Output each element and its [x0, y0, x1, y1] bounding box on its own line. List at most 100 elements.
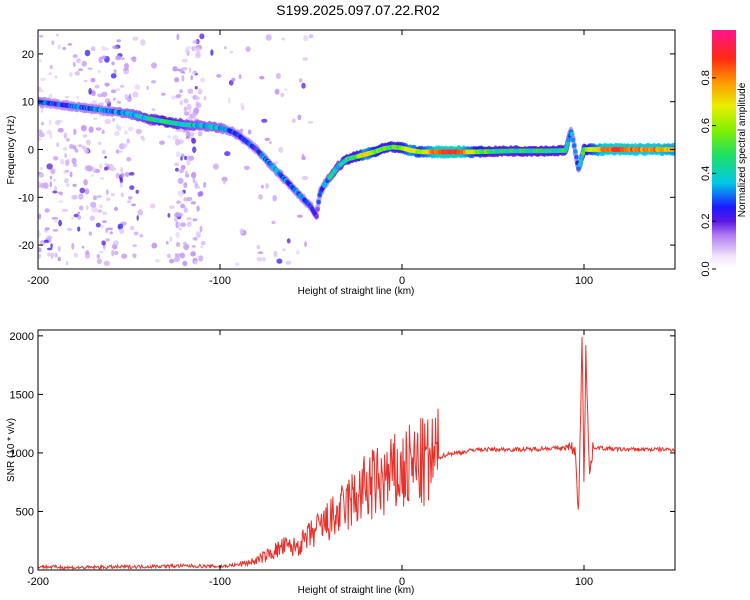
noise-blob	[91, 174, 94, 177]
ridge-core	[574, 154, 579, 160]
noise-blob	[296, 250, 300, 255]
noise-blob	[102, 220, 107, 224]
noise-blob	[66, 138, 70, 142]
noise-blob	[179, 100, 183, 106]
noise-blob	[182, 241, 187, 245]
noise-blob	[183, 182, 188, 189]
noise-blob	[85, 205, 89, 211]
noise-blob	[69, 71, 73, 78]
noise-blob	[265, 34, 272, 41]
noise-blob	[106, 227, 114, 231]
noise-blob	[81, 60, 87, 67]
noise-blob	[192, 146, 197, 153]
noise-blob	[53, 178, 56, 182]
noise-blob	[180, 164, 186, 170]
noise-blob	[58, 219, 62, 227]
noise-blob	[98, 56, 103, 64]
noise-blob	[77, 144, 83, 147]
noise-blob	[191, 137, 196, 144]
noise-blob	[50, 252, 54, 259]
noise-blob	[175, 151, 181, 158]
noise-blob	[177, 177, 184, 184]
noise-blob	[200, 77, 206, 83]
noise-blob	[111, 249, 115, 257]
noise-blob	[176, 200, 181, 204]
noise-blob	[197, 131, 203, 137]
noise-blob	[302, 57, 308, 61]
noise-blob	[50, 243, 53, 249]
noise-blob	[84, 188, 90, 195]
spectrogram-frame	[37, 29, 676, 270]
noise-blob	[161, 92, 166, 96]
noise-blob	[179, 252, 186, 259]
noise-blob	[286, 238, 291, 244]
noise-blob	[193, 260, 198, 265]
noise-blob	[296, 214, 303, 218]
noise-blob	[280, 92, 285, 98]
noise-blob	[169, 258, 175, 264]
noise-blob	[112, 240, 119, 246]
noise-blob	[57, 128, 64, 133]
noise-blob	[54, 75, 58, 79]
noise-blob	[54, 252, 58, 258]
snr-x-ticks: -200 -100 0 100	[27, 330, 593, 588]
noise-blob	[83, 179, 88, 186]
noise-blob	[115, 55, 122, 61]
noise-blob	[116, 39, 122, 43]
noise-blob	[192, 177, 195, 184]
noise-blob	[101, 149, 106, 155]
noise-blob	[184, 170, 189, 176]
noise-blob	[130, 57, 135, 60]
noise-blob	[175, 253, 181, 257]
noise-blob	[122, 68, 129, 71]
noise-blob	[190, 251, 197, 257]
noise-blob	[100, 224, 104, 229]
noise-blob	[38, 132, 45, 138]
noise-blob	[48, 119, 52, 126]
noise-blob	[141, 137, 145, 142]
noise-blob	[301, 156, 307, 161]
noise-blob	[77, 211, 81, 215]
noise-blob	[73, 128, 77, 135]
noise-blob	[182, 260, 188, 267]
noise-blob	[166, 253, 172, 259]
noise-blob	[62, 147, 68, 151]
noise-blob	[59, 158, 65, 165]
ridge-core	[580, 150, 586, 156]
spectrogram-x-ticks: -200 -100 0 100	[27, 30, 593, 287]
x-tick-label: 0	[399, 275, 405, 287]
noise-blob	[297, 114, 302, 121]
noise-blob	[114, 250, 119, 256]
noise-blob	[231, 77, 236, 82]
noise-blob	[281, 37, 286, 41]
spectrogram-noise	[38, 33, 314, 267]
noise-blob	[183, 98, 189, 104]
noise-blob	[179, 68, 184, 73]
noise-blob	[184, 155, 188, 161]
noise-blob	[102, 211, 108, 216]
noise-blob	[199, 225, 203, 233]
noise-blob	[126, 138, 130, 144]
noise-blob	[51, 40, 55, 46]
noise-blob	[111, 61, 115, 66]
noise-blob	[41, 89, 44, 93]
noise-blob	[95, 127, 102, 131]
noise-blob	[228, 80, 234, 86]
noise-blob	[84, 49, 91, 57]
noise-blob	[275, 72, 281, 80]
noise-blob	[122, 143, 128, 148]
spectrogram-x-label: Height of straight line (km)	[298, 286, 415, 297]
noise-blob	[115, 123, 120, 130]
noise-blob	[239, 228, 244, 235]
noise-blob	[99, 163, 103, 170]
noise-blob	[175, 167, 179, 172]
y-tick-label: -20	[18, 240, 34, 252]
noise-blob	[135, 128, 142, 135]
noise-blob	[271, 220, 276, 225]
noise-blob	[224, 151, 231, 157]
noise-blob	[128, 93, 132, 99]
noise-blob	[135, 189, 139, 194]
noise-blob	[174, 139, 181, 146]
noise-blob	[140, 39, 146, 46]
noise-blob	[83, 79, 88, 83]
